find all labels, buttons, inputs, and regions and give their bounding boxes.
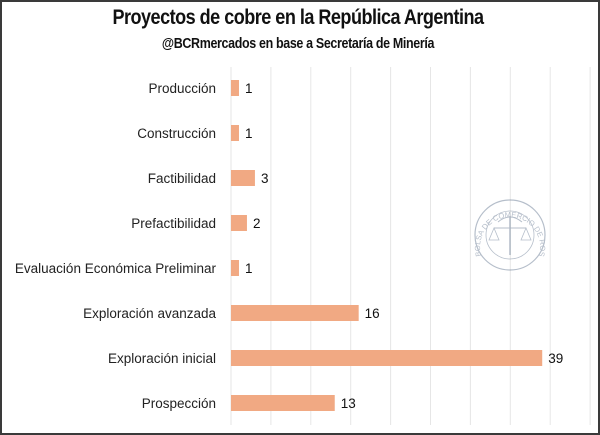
gridlines [230,67,591,425]
logo-wings-icon [497,216,523,223]
bar [231,125,239,141]
category-label: Exploración avanzada [83,306,216,321]
bar [231,215,247,231]
category-label: Evaluación Económica Preliminar [15,261,217,276]
logo-outer-ring [474,199,546,271]
category-label: Prospección [142,396,216,411]
chart-title: Proyectos de cobre en la República Argen… [112,6,484,29]
bar [231,170,255,186]
bcr-logo-watermark: BOLSA DE COMERCIO DE ROSARIO [0,0,547,271]
category-label: Exploración inicial [108,351,216,366]
category-label: Construcción [137,126,216,141]
logo-text: BOLSA DE COMERCIO DE ROSARIO [0,0,547,257]
bar [231,305,359,321]
value-label: 1 [245,126,253,141]
chart-subtitle: @BCRmercados en base a Secretaría de Min… [161,36,435,52]
bar [231,80,239,96]
value-label: 16 [365,306,380,321]
logo-scale-pan-left-icon [488,226,500,241]
category-label: Prefactibilidad [131,216,216,231]
value-label: 2 [253,216,261,231]
value-label: 13 [341,396,356,411]
bar [231,260,239,276]
category-labels: Producción Construcción Factibilidad Prefac… [15,81,217,411]
value-label: 3 [261,171,269,186]
value-label: 39 [548,351,563,366]
category-label: Producción [148,81,216,96]
logo-inner-ring [485,210,535,260]
value-label: 1 [245,261,253,276]
value-label: 1 [245,81,253,96]
category-label: Factibilidad [148,171,216,186]
bar [231,395,335,411]
logo-scale-pan-right-icon [520,226,532,241]
bars [231,80,543,411]
bar [231,350,543,366]
